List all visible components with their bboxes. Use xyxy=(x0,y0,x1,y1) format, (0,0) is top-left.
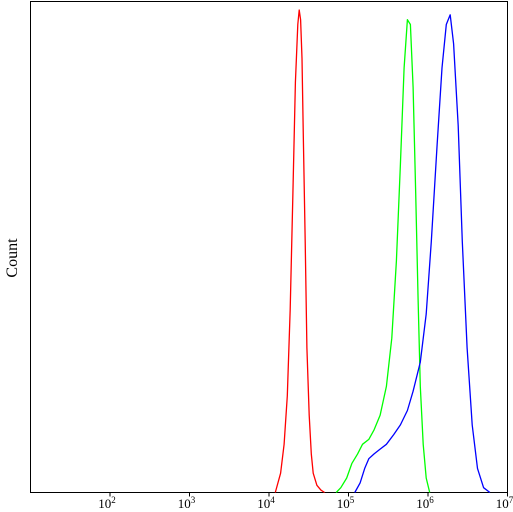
x-axis-ticks: 102 103 104 105 106 107 xyxy=(98,492,513,511)
x-tick-label: 103 xyxy=(178,495,196,511)
series-layer xyxy=(274,9,491,494)
histogram-series-3 xyxy=(354,14,491,494)
x-tick-label: 106 xyxy=(416,495,434,511)
histogram-series-2 xyxy=(335,19,431,493)
x-tick-label: 102 xyxy=(98,495,116,511)
y-axis-label: Count xyxy=(4,238,21,278)
plot-frame xyxy=(30,1,508,493)
x-tick-label: 104 xyxy=(257,495,275,511)
x-tick-label: 105 xyxy=(337,495,355,511)
histogram-series-1 xyxy=(274,9,325,494)
x-tick-label: 107 xyxy=(496,495,513,511)
